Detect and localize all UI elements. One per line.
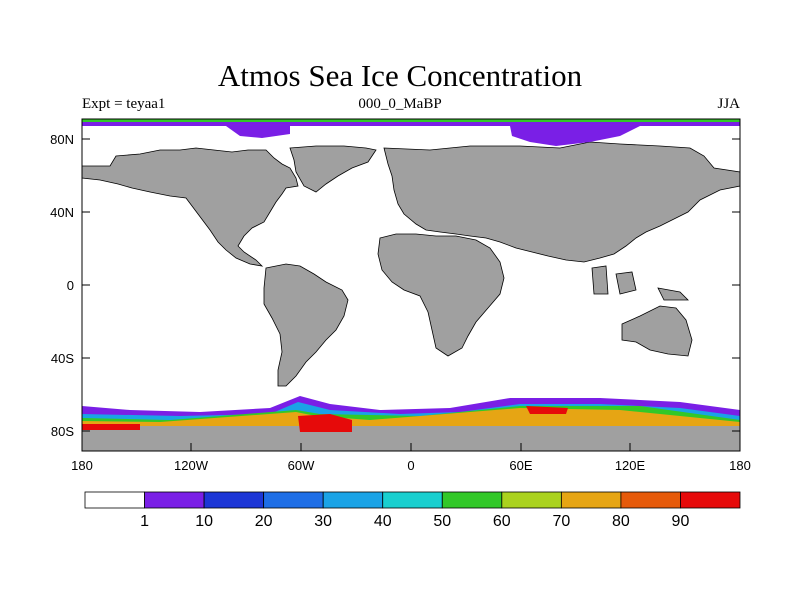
ice-antarctic-red-ross [82,424,140,430]
y-label-0: 0 [67,278,74,293]
colorbar-box [203,491,265,509]
ice-antarctic-red-weddell [298,414,352,432]
x-label-0: 0 [407,458,414,473]
x-label-180w: 180 [71,458,93,473]
ice-antarctic-red-east [526,406,568,414]
land-australia [621,305,693,357]
colorbar-label: 1 [140,513,149,530]
x-label-120e: 120E [615,458,646,473]
ice-arctic-bering [226,126,290,138]
colorbar-box [144,491,205,509]
colorbar-box [263,491,324,509]
colorbar-label: 80 [612,513,630,530]
x-label-60w: 60W [288,458,315,473]
colorbar-label: 10 [195,513,213,530]
x-axis-labels: 180 120W 60W 0 60E 120E 180 [71,458,751,473]
land-greenland [289,145,377,193]
colorbar-box [441,491,503,509]
colorbar-box [501,491,562,509]
y-axis-labels: 80N 40N 0 40S 80S [50,132,74,439]
land-eurasia [383,141,741,263]
colorbar: 1 10 20 30 40 50 60 70 80 90 [84,491,741,530]
axis-ticks [82,138,740,451]
land-se-asia [591,265,609,295]
y-label-40s: 40S [51,351,74,366]
colorbar-box [322,491,384,509]
x-label-60e: 60E [509,458,532,473]
ice-antarctic-orange [82,408,740,426]
colorbar-box [620,491,681,509]
colorbar-box [560,491,622,509]
colorbar-label: 40 [374,513,392,530]
land-africa [377,233,505,357]
sea-ice-fields [82,119,740,432]
colorbar-box [680,491,741,509]
land-masses [81,141,741,452]
y-label-40n: 40N [50,205,74,220]
ice-arctic-kara [510,126,640,146]
plot-title: Atmos Sea Ice Concentration [217,58,583,93]
experiment-label: Expt = teyaa1 [82,96,166,112]
land-north-america [81,147,299,267]
y-label-80n: 80N [50,132,74,147]
land-new-guinea [657,287,689,301]
colorbar-label: 70 [552,513,570,530]
x-label-180e: 180 [729,458,751,473]
ice-arctic-edge [82,119,740,122]
colorbar-label: 50 [433,513,451,530]
colorbar-label: 60 [493,513,511,530]
land-south-america [263,263,349,387]
x-label-120w: 120W [174,458,209,473]
season-label: JJA [717,96,740,112]
colorbar-label: 30 [314,513,332,530]
colorbar-label: 90 [672,513,690,530]
colorbar-label: 20 [255,513,273,530]
land-indonesia [615,271,637,295]
colorbar-box [382,491,443,509]
y-label-80s: 80S [51,424,74,439]
time-label: 000_0_MaBP [358,96,442,112]
colorbar-box [84,491,145,509]
